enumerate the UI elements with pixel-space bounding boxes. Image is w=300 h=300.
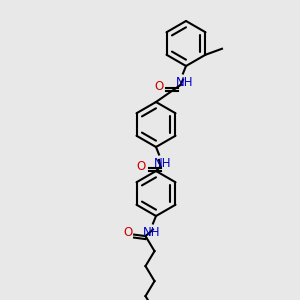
Text: O: O [154,80,163,93]
Text: O: O [123,226,133,239]
Text: O: O [137,160,146,173]
Text: NH: NH [176,76,193,89]
Text: NH: NH [154,157,171,170]
Text: NH: NH [143,226,160,239]
